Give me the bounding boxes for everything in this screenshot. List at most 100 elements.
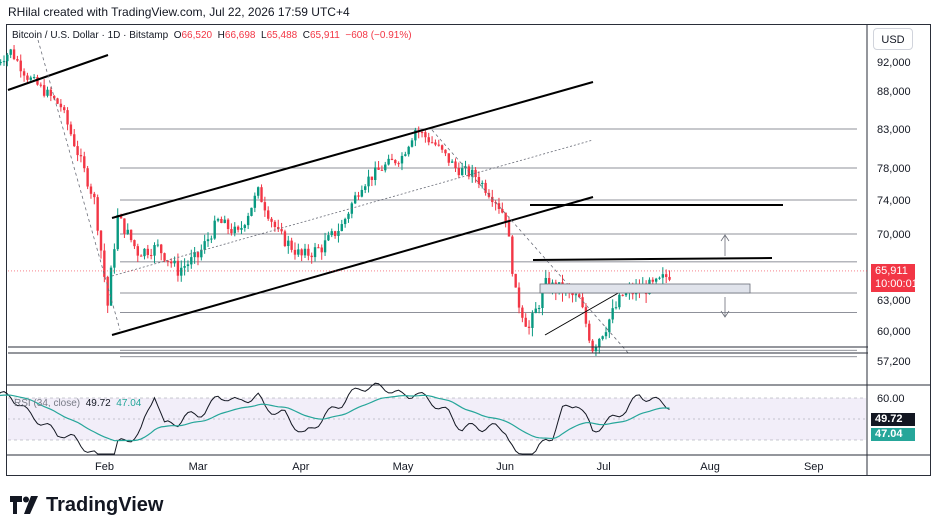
price-tick-label: 63,000 [877, 295, 911, 307]
candle-body [153, 245, 156, 256]
candle-body [621, 294, 624, 296]
candle-body [83, 156, 86, 169]
candle-body [333, 231, 337, 236]
candle-body [460, 168, 464, 176]
candle-body [380, 169, 384, 171]
rsi-legend: RSI (34, close) 49.72 47.04 [14, 398, 141, 409]
candle-body [39, 84, 43, 86]
candle-body [210, 238, 213, 240]
candle-body [588, 323, 591, 341]
time-tick-label: Jul [597, 461, 611, 473]
candle-body [200, 249, 203, 258]
candle-body [447, 153, 451, 163]
candle-body [233, 226, 236, 234]
legend-low: 65,488 [266, 30, 298, 41]
candle-body [156, 244, 160, 246]
symbol-legend: Bitcoin / U.S. Dollar · 1D · Bitstamp O6… [12, 30, 412, 41]
candle-body [497, 203, 501, 209]
decline-dashed-line-2 [431, 129, 631, 356]
candle-body [123, 218, 126, 234]
candle-body [437, 144, 440, 146]
candle-body [410, 140, 414, 147]
candle-body [527, 326, 531, 328]
candle-body [477, 177, 481, 184]
candle-body [59, 103, 63, 108]
candle-body [103, 250, 106, 277]
candle-body [404, 154, 407, 156]
candle-body [330, 231, 333, 236]
rsi-legend-value: 49.72 [85, 398, 111, 409]
candle-body [340, 224, 343, 231]
rsi-value-tag: 49.72 [871, 413, 915, 426]
candle-body [260, 187, 263, 203]
channel-upper-line [111, 81, 594, 219]
legend-open-label: O [173, 30, 182, 41]
candle-body [273, 221, 277, 228]
candle-body [159, 244, 163, 254]
channel-lower-line [111, 196, 594, 336]
candle-body [76, 146, 79, 156]
candle-body [317, 247, 320, 249]
candle-body [253, 195, 257, 208]
candle-body [357, 195, 360, 197]
candle-body [387, 158, 390, 165]
currency-button[interactable]: USD [873, 28, 913, 50]
candle-body [283, 231, 287, 247]
candle-body [280, 229, 283, 232]
candle-body [16, 59, 19, 61]
legend-open: 66,520 [181, 30, 213, 41]
candle-body [323, 240, 327, 253]
candle-body [293, 249, 297, 255]
candle-body [297, 249, 300, 255]
candle-body [190, 257, 193, 265]
candle-body [29, 77, 32, 80]
candle-body [353, 195, 357, 204]
candle-body [290, 240, 293, 250]
price-tick-label: 60,000 [877, 326, 911, 338]
candle-body [420, 132, 424, 134]
candle-body [601, 336, 604, 339]
candle-body [661, 274, 665, 278]
candle-body [604, 332, 608, 337]
rsi-ma-tag: 47.04 [871, 428, 915, 441]
price-tick-label: 92,000 [877, 57, 911, 69]
downside-target-arrowhead [720, 310, 730, 318]
candle-body [310, 255, 313, 258]
candle-body [414, 130, 417, 141]
candle-body [658, 277, 661, 279]
header-caption: RHilal created with TradingView.com, Jul… [8, 5, 350, 19]
candle-body [49, 89, 53, 96]
price-tick-label: 88,000 [877, 86, 911, 98]
candle-body [143, 248, 146, 257]
candle-body [407, 146, 410, 155]
candle-body [481, 182, 484, 184]
candle-body [230, 229, 233, 234]
candle-body [534, 308, 537, 314]
legend-close-label: C [302, 30, 310, 41]
candle-body [69, 124, 73, 135]
candle-body [313, 247, 317, 258]
candle-body [624, 291, 628, 296]
candle-body [427, 137, 430, 143]
candle-body [86, 168, 89, 187]
candle-body [517, 287, 521, 308]
time-tick-label: Feb [95, 461, 114, 473]
candle-body [287, 240, 290, 247]
candle-body [79, 155, 83, 157]
candle-body [246, 215, 250, 226]
candle-body [136, 246, 139, 256]
candle-body [531, 313, 534, 328]
legend-low-label: L [261, 30, 267, 41]
candle-body [581, 297, 584, 308]
candle-body [270, 218, 273, 222]
candle-body [263, 202, 267, 211]
candle-body [42, 85, 46, 96]
candle-body [180, 267, 183, 276]
candle-body [347, 213, 350, 219]
legend-high: 66,698 [224, 30, 256, 41]
candle-body [377, 167, 380, 170]
candle-body [384, 164, 387, 171]
candle-body [216, 218, 220, 221]
candle-body [206, 239, 210, 242]
